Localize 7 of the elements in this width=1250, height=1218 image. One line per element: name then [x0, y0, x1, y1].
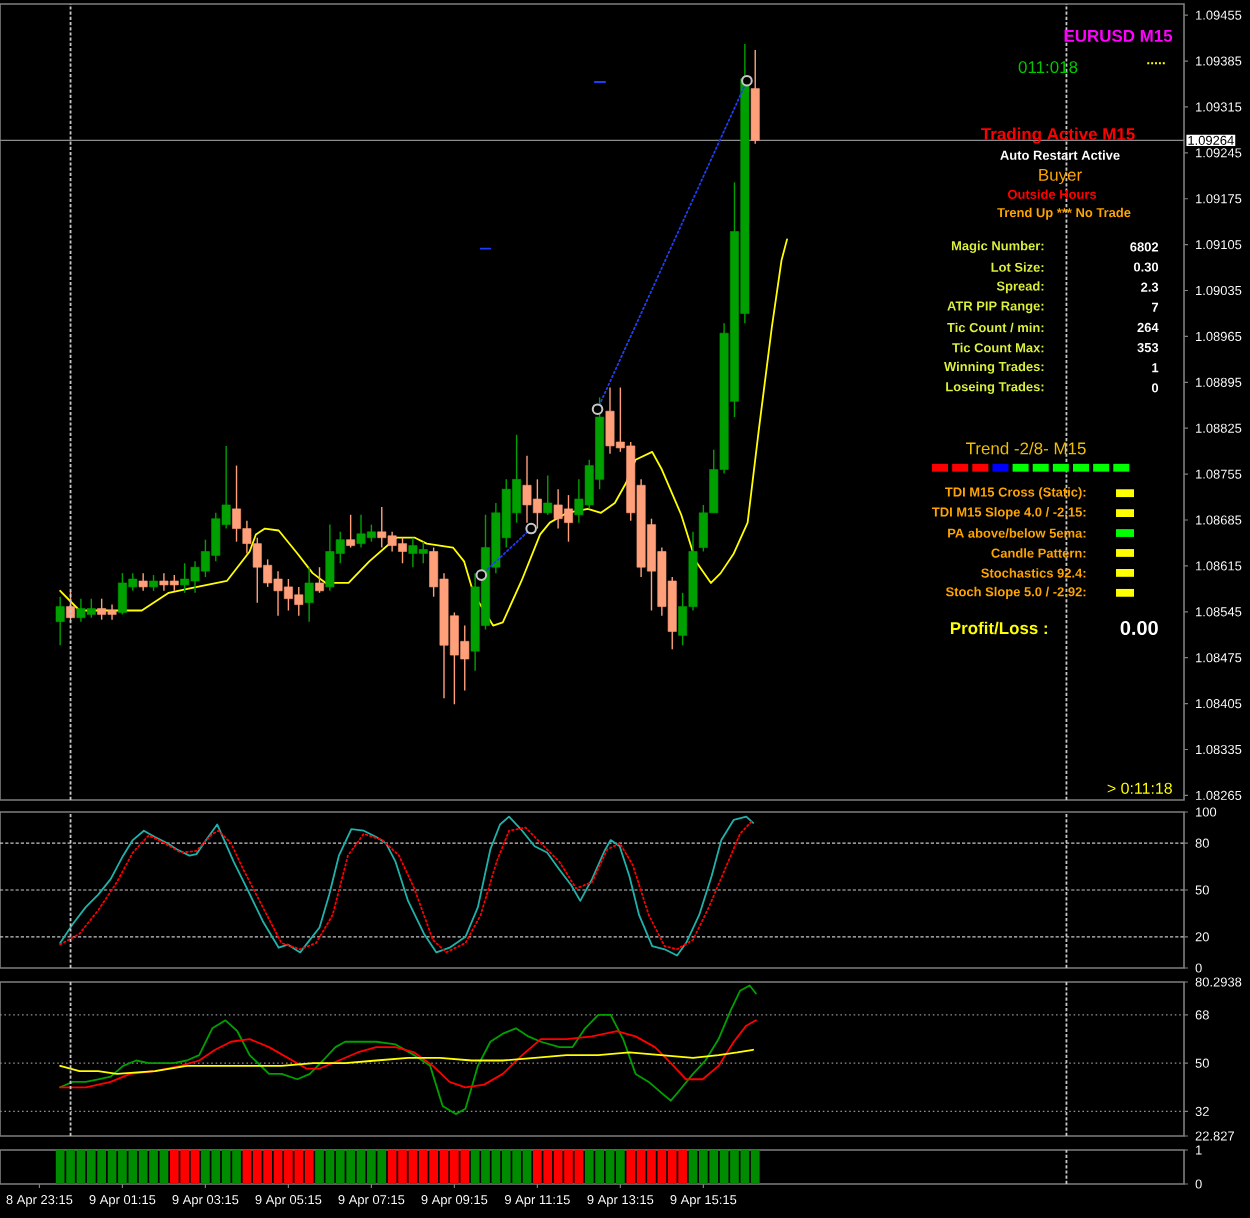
annotation: Buyer: [1039, 168, 1082, 185]
annotation: Profit/Loss :: [950, 621, 1047, 635]
annotation: 011:018: [1018, 61, 1078, 74]
annotation: Trend -2/8- M15: [966, 441, 1086, 455]
annotation: EURUSD M15: [1064, 29, 1173, 42]
annotation: Trading Active M15: [981, 127, 1135, 144]
annotation: 0.00: [1120, 620, 1158, 636]
